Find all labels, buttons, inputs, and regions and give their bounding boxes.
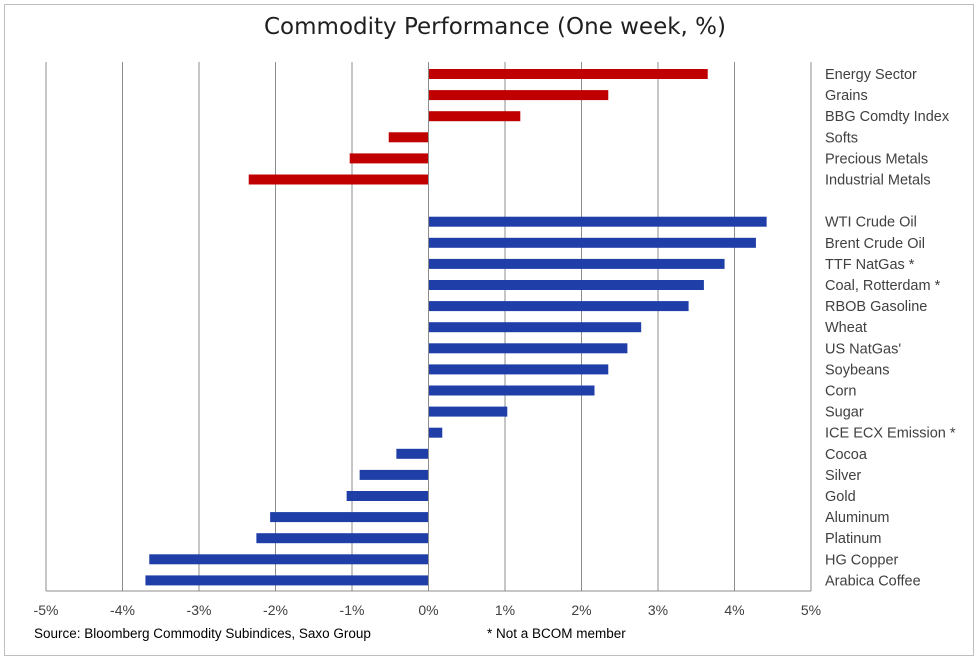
category-label: Platinum xyxy=(825,531,881,547)
category-label: RBOB Gasoline xyxy=(825,299,927,315)
category-label: Gold xyxy=(825,489,856,505)
bar xyxy=(149,554,429,565)
x-tick-label: -2% xyxy=(263,602,288,618)
category-label: ICE ECX Emission * xyxy=(825,426,956,442)
category-label: Silver xyxy=(825,468,861,484)
bar xyxy=(428,237,756,248)
category-label: Soybeans xyxy=(825,362,890,378)
bar xyxy=(428,69,708,79)
bar xyxy=(428,280,704,290)
category-label: Industrial Metals xyxy=(825,173,931,189)
bar xyxy=(428,427,443,438)
bar xyxy=(428,364,609,375)
bar xyxy=(270,512,429,523)
x-tick-label: 1% xyxy=(495,602,515,618)
bar xyxy=(428,111,521,122)
bar xyxy=(428,216,767,227)
category-label: US NatGas' xyxy=(825,341,901,357)
category-label: Wheat xyxy=(825,320,867,336)
bar xyxy=(428,301,689,312)
membership-note: * Not a BCOM member xyxy=(487,626,626,641)
bar xyxy=(349,153,429,164)
bar xyxy=(428,406,508,417)
bar xyxy=(396,448,429,459)
x-tick-label: 2% xyxy=(571,602,591,618)
category-label: Softs xyxy=(825,130,858,146)
category-label: Energy Sector xyxy=(825,67,917,83)
bar xyxy=(428,385,595,396)
x-tick-label: 5% xyxy=(801,602,821,618)
chart-title: Commodity Performance (One week, %) xyxy=(264,14,726,40)
category-label: Arabica Coffee xyxy=(825,573,921,589)
bar xyxy=(428,322,642,333)
category-label: HG Copper xyxy=(825,552,899,568)
category-label: WTI Crude Oil xyxy=(825,215,917,231)
category-label: Grains xyxy=(825,88,868,104)
category-label: TTF NatGas * xyxy=(825,257,915,273)
category-label: Corn xyxy=(825,384,856,400)
category-label: BBG Comdty Index xyxy=(825,109,950,125)
bar xyxy=(145,575,429,586)
bar xyxy=(346,491,429,501)
x-tick-label: -3% xyxy=(187,602,212,618)
source-note: Source: Bloomberg Commodity Subindices, … xyxy=(34,626,371,641)
bar xyxy=(359,469,429,480)
x-tick-label: 0% xyxy=(418,602,438,618)
bar xyxy=(256,533,429,544)
x-tick-label: -1% xyxy=(340,602,365,618)
bar xyxy=(428,90,609,101)
x-tick-label: 4% xyxy=(724,602,744,618)
bar xyxy=(428,343,628,354)
x-tick-label: -4% xyxy=(110,602,135,618)
bar xyxy=(248,174,429,185)
bar xyxy=(428,258,725,269)
category-label: Coal, Rotterdam * xyxy=(825,278,941,294)
x-tick-label: 3% xyxy=(648,602,668,618)
category-label: Aluminum xyxy=(825,510,889,526)
category-label: Cocoa xyxy=(825,447,868,463)
category-label: Brent Crude Oil xyxy=(825,236,925,252)
x-tick-label: -5% xyxy=(34,602,59,618)
bar xyxy=(388,132,429,143)
category-label: Sugar xyxy=(825,405,864,421)
category-label: Precious Metals xyxy=(825,151,928,167)
chart-frame xyxy=(4,4,974,656)
